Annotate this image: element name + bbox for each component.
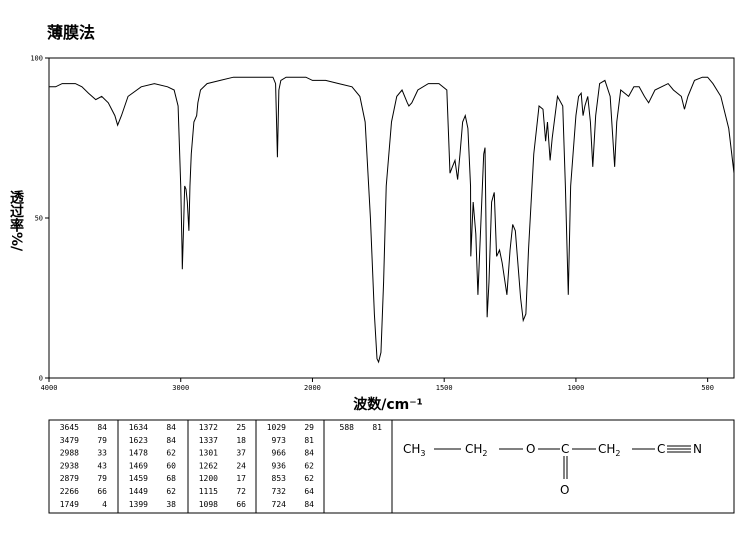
peak-wavenumber: 1399 bbox=[129, 500, 148, 509]
peak-transmittance: 81 bbox=[372, 423, 382, 432]
peak-wavenumber: 3645 bbox=[60, 423, 79, 432]
peak-transmittance: 84 bbox=[304, 500, 314, 509]
atom: O bbox=[526, 442, 535, 456]
peak-wavenumber: 1262 bbox=[199, 461, 218, 470]
peak-transmittance: 68 bbox=[166, 474, 176, 483]
peak-wavenumber: 2266 bbox=[60, 487, 79, 496]
peak-transmittance: 43 bbox=[97, 461, 107, 470]
peak-transmittance: 60 bbox=[166, 461, 176, 470]
peak-wavenumber: 1301 bbox=[199, 449, 218, 458]
label: CH bbox=[598, 442, 615, 456]
label: 2 bbox=[482, 449, 487, 458]
peak-wavenumber: 588 bbox=[340, 423, 355, 432]
peak-wavenumber: 1098 bbox=[199, 500, 218, 509]
x-tick-label: 1000 bbox=[567, 384, 584, 392]
peak-transmittance: 79 bbox=[97, 474, 107, 483]
peak-wavenumber: 2938 bbox=[60, 461, 79, 470]
peak-wavenumber: 1749 bbox=[60, 500, 79, 509]
label: 2 bbox=[615, 449, 620, 458]
peak-transmittance: 18 bbox=[236, 436, 246, 445]
peak-wavenumber: 724 bbox=[272, 500, 287, 509]
peak-transmittance: 4 bbox=[102, 500, 107, 509]
label: 3 bbox=[420, 449, 425, 458]
peak-transmittance: 29 bbox=[304, 423, 314, 432]
atom: CH2 bbox=[465, 442, 488, 458]
x-tick-label: 500 bbox=[701, 384, 714, 392]
label: CH bbox=[465, 442, 482, 456]
peak-transmittance: 84 bbox=[97, 423, 107, 432]
peak-wavenumber: 1337 bbox=[199, 436, 218, 445]
y-tick-label: 50 bbox=[35, 215, 43, 223]
peak-transmittance: 38 bbox=[166, 500, 176, 509]
x-tick-label: 2000 bbox=[304, 384, 321, 392]
peak-wavenumber: 966 bbox=[272, 449, 287, 458]
peak-transmittance: 66 bbox=[236, 500, 246, 509]
y-tick-label: 0 bbox=[39, 375, 43, 383]
peak-wavenumber: 973 bbox=[272, 436, 287, 445]
table-dividers bbox=[117, 420, 393, 513]
label: CH bbox=[403, 442, 420, 456]
peak-wavenumber: 1459 bbox=[129, 474, 148, 483]
peak-transmittance: 62 bbox=[166, 487, 176, 496]
atom: CH2 bbox=[598, 442, 621, 458]
peak-wavenumber: 1449 bbox=[129, 487, 148, 496]
peak-transmittance: 84 bbox=[166, 423, 176, 432]
atom: C bbox=[561, 442, 569, 456]
x-tick-label: 3000 bbox=[172, 384, 189, 392]
peak-transmittance: 84 bbox=[166, 436, 176, 445]
peak-transmittance: 79 bbox=[97, 436, 107, 445]
peak-wavenumber: 2879 bbox=[60, 474, 79, 483]
peak-wavenumber: 1634 bbox=[129, 423, 148, 432]
peak-wavenumber: 1115 bbox=[199, 487, 218, 496]
peak-wavenumber: 853 bbox=[272, 474, 287, 483]
peak-wavenumber: 2988 bbox=[60, 449, 79, 458]
peak-wavenumber: 1469 bbox=[129, 461, 148, 470]
x-tick-label: 1500 bbox=[436, 384, 453, 392]
peak-transmittance: 84 bbox=[304, 449, 314, 458]
peak-transmittance: 81 bbox=[304, 436, 314, 445]
x-axis-label: 波数/cm⁻¹ bbox=[353, 396, 423, 413]
peak-wavenumber: 1029 bbox=[267, 423, 286, 432]
peak-transmittance: 33 bbox=[97, 449, 107, 458]
peak-transmittance: 25 bbox=[236, 423, 246, 432]
y-axis-label: 透过率%/ bbox=[8, 190, 24, 252]
peak-transmittance: 62 bbox=[304, 474, 314, 483]
peak-wavenumber: 732 bbox=[272, 487, 287, 496]
peak-wavenumber: 1478 bbox=[129, 449, 148, 458]
atom: O bbox=[560, 483, 569, 497]
peak-wavenumber: 3479 bbox=[60, 436, 79, 445]
atom: N bbox=[693, 442, 702, 456]
atom: CH3 bbox=[403, 442, 426, 458]
x-tick-label: 4000 bbox=[41, 384, 58, 392]
structure: CH3 CH2 O C CH2 C N O bbox=[403, 442, 702, 497]
chart-title: 薄膜法 bbox=[47, 23, 95, 42]
peak-transmittance: 66 bbox=[97, 487, 107, 496]
peak-transmittance: 72 bbox=[236, 487, 246, 496]
peak-transmittance: 62 bbox=[304, 461, 314, 470]
peak-transmittance: 24 bbox=[236, 461, 246, 470]
spectrum-line bbox=[49, 76, 735, 364]
peak-wavenumber: 1623 bbox=[129, 436, 148, 445]
peak-transmittance: 64 bbox=[304, 487, 314, 496]
peak-transmittance: 62 bbox=[166, 449, 176, 458]
atom: C bbox=[657, 442, 665, 456]
y-tick-label: 100 bbox=[30, 55, 43, 63]
peak-wavenumber: 1200 bbox=[199, 474, 218, 483]
peak-wavenumber: 936 bbox=[272, 461, 287, 470]
peak-transmittance: 37 bbox=[236, 449, 246, 458]
peak-wavenumber: 1372 bbox=[199, 423, 218, 432]
plot-frame bbox=[48, 57, 735, 379]
peak-transmittance: 17 bbox=[236, 474, 246, 483]
